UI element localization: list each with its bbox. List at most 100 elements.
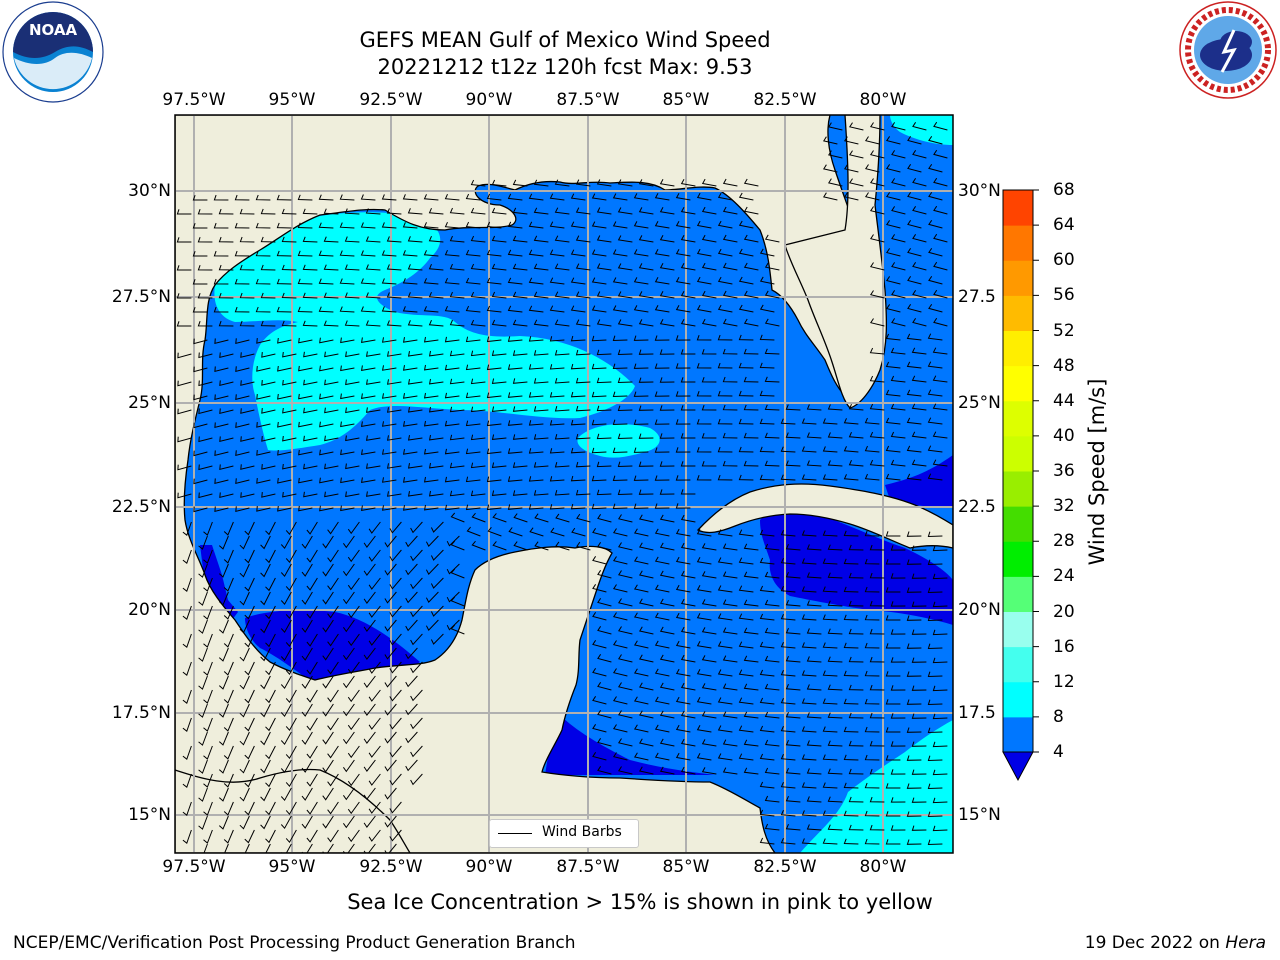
wind-barb — [347, 745, 360, 759]
wind-barb — [410, 633, 423, 646]
wind-barb — [381, 421, 397, 427]
wind-barb — [197, 237, 213, 243]
wind-barb — [528, 305, 544, 313]
wind-barb — [549, 249, 565, 257]
wind-barb — [342, 787, 355, 801]
wind-barb — [428, 350, 444, 357]
wind-barb — [276, 250, 292, 257]
wind-barb — [911, 459, 927, 467]
wind-barb — [932, 347, 948, 355]
wind-barb — [285, 633, 297, 648]
noaa-logo-text: NOAA — [29, 21, 78, 39]
wind-barb — [927, 755, 943, 762]
wind-barb — [365, 236, 381, 243]
wind-barb — [932, 713, 948, 720]
wind-barb — [612, 556, 628, 565]
wind-barb — [324, 463, 339, 470]
wind-barb — [843, 614, 859, 621]
wind-barb — [717, 641, 733, 649]
wind-barb — [906, 361, 922, 369]
wind-barb — [265, 717, 276, 732]
wind-barb — [722, 767, 738, 775]
wind-barb — [277, 393, 292, 400]
wind-barb — [402, 194, 418, 201]
wind-barb — [869, 431, 885, 439]
wind-barb — [513, 513, 528, 523]
wind-barb — [806, 432, 822, 439]
wind-barb — [554, 263, 570, 271]
wind-barb — [365, 292, 381, 299]
wind-barb — [806, 628, 822, 635]
wind-barb — [340, 393, 355, 400]
wind-barb — [342, 647, 355, 661]
wind-barb — [235, 506, 250, 512]
wind-barb — [533, 462, 549, 468]
wind-barb — [381, 505, 397, 511]
wind-barb — [885, 333, 901, 341]
wind-barb — [591, 503, 607, 510]
wind-barb — [612, 696, 628, 705]
wind-barb — [301, 591, 313, 605]
wind-barb — [906, 389, 922, 397]
wind-barb — [864, 558, 880, 565]
wind-barb — [218, 563, 229, 578]
wind-barb — [869, 290, 885, 299]
wind-barb — [933, 317, 948, 327]
wind-barb — [234, 222, 250, 229]
wind-barb — [223, 745, 234, 760]
wind-barb — [785, 404, 801, 411]
wind-barb — [675, 612, 691, 621]
wind-barb — [533, 235, 549, 243]
wind-barb — [218, 703, 229, 718]
wind-barb — [591, 249, 607, 257]
wind-barb — [198, 380, 213, 387]
wind-barb — [906, 417, 922, 425]
wind-barb — [322, 647, 334, 661]
wind-barb — [318, 278, 334, 285]
wind-barb — [764, 599, 780, 607]
wind-barb — [260, 619, 271, 634]
wind-barb — [722, 318, 738, 327]
wind-barb — [759, 613, 775, 621]
wind-barb — [255, 250, 271, 257]
wind-barb — [507, 504, 523, 510]
wind-barb — [340, 449, 355, 456]
wind-barb — [218, 591, 229, 606]
wind-barb — [281, 236, 297, 243]
wind-barb — [386, 236, 402, 243]
wind-barb — [591, 193, 607, 201]
wind-barb — [848, 572, 864, 579]
wind-barb — [639, 682, 654, 691]
wind-barb — [218, 731, 229, 746]
wind-barb — [911, 403, 927, 411]
wind-barb — [492, 513, 507, 523]
wind-barb — [425, 591, 439, 603]
wind-barb — [365, 351, 381, 357]
wind-barb — [219, 408, 234, 415]
lon-label: 95°W — [268, 857, 316, 877]
wind-barb — [512, 179, 528, 187]
wind-barb — [785, 628, 801, 635]
wind-barb — [198, 408, 213, 415]
wind-barb — [512, 490, 528, 496]
wind-barb — [193, 422, 208, 429]
wind-barb — [528, 420, 544, 426]
wind-barb — [848, 768, 864, 775]
wind-barb — [223, 605, 234, 620]
wind-barb — [701, 290, 717, 299]
wind-barb — [885, 727, 901, 733]
wind-barb — [864, 614, 880, 621]
wind-barb — [444, 448, 460, 455]
wind-barb — [759, 304, 775, 313]
wind-barb — [933, 261, 948, 271]
wind-barb — [743, 376, 759, 383]
wind-barb — [301, 815, 313, 829]
wind-barb — [218, 264, 234, 271]
wind-barb — [785, 432, 801, 439]
wind-barb — [298, 477, 313, 484]
wind-barb — [533, 406, 549, 412]
wind-barb — [223, 661, 234, 676]
colorbar — [1002, 189, 1039, 782]
wind-barb — [592, 724, 607, 733]
colorbar-extend-min — [1002, 751, 1034, 782]
